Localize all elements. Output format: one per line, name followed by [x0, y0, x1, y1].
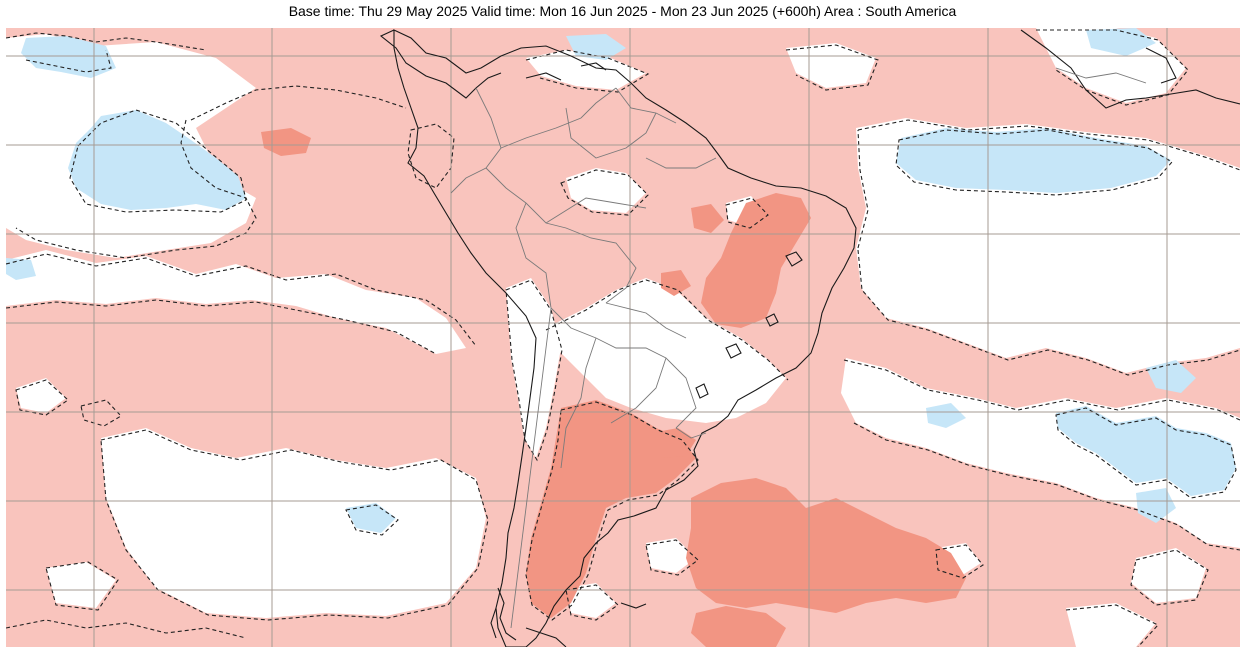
south-america-coastline	[393, 29, 857, 647]
inland-lakes	[695, 251, 803, 399]
anomaly-contours	[6, 29, 1240, 647]
graticule-grid	[6, 28, 1240, 647]
central-america-coastline	[379, 29, 502, 99]
anomaly-map	[6, 28, 1240, 647]
negative-anomaly-regions	[6, 28, 1236, 533]
country-borders	[450, 67, 1147, 629]
strong-positive-regions	[261, 128, 966, 647]
map-title: Base time: Thu 29 May 2025 Valid time: M…	[288, 3, 957, 19]
tierra-del-fuego	[490, 587, 647, 647]
caribbean-islands	[525, 29, 1240, 109]
